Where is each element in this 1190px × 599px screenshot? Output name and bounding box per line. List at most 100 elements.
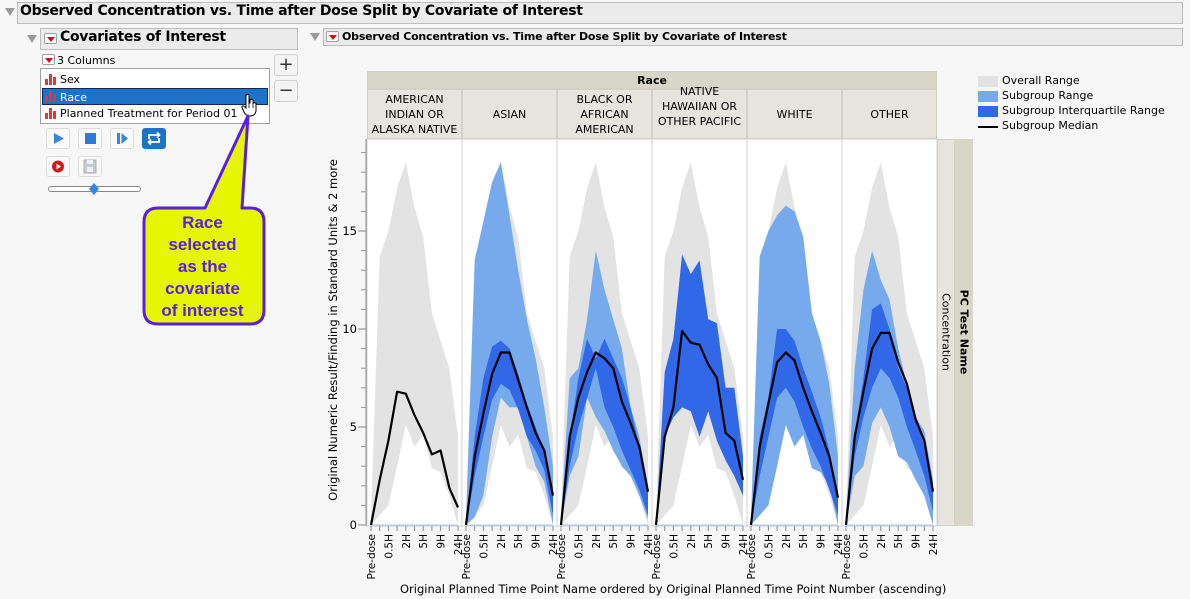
plot-outline-title: Observed Concentration vs. Time after Do… (342, 30, 787, 43)
y-tick-label: 10 (342, 322, 357, 336)
x-axis-title: Original Planned Time Point Name ordered… (400, 582, 947, 596)
plot-outline-header (323, 28, 1183, 46)
panel-header: BLACK OR AFRICAN AMERICAN (557, 89, 652, 139)
panel-header-label: BLACK OR AFRICAN AMERICAN (575, 92, 634, 136)
loop-button[interactable] (142, 128, 166, 149)
covariates-menu-icon[interactable] (44, 33, 57, 44)
x-tick-label: 24H (928, 534, 940, 555)
x-tick-label: 9H (436, 534, 448, 549)
nominal-column-icon (45, 108, 57, 119)
stop-icon (85, 133, 96, 144)
legend-label: Subgroup Interquartile Range (1002, 104, 1165, 117)
x-tick-label: 9H (816, 534, 828, 549)
subgroup-median-line (749, 351, 840, 526)
overall-range-area (371, 162, 458, 525)
subgroup-median-line (464, 351, 555, 526)
x-tick-label: 9H (626, 534, 638, 549)
covariates-title: Covariates of Interest (60, 29, 226, 45)
callout-bubble (142, 114, 266, 326)
legend-swatch (978, 76, 998, 87)
subgroup-range-area (846, 250, 933, 525)
x-tick-label: 0.5H (763, 534, 775, 559)
save-button[interactable] (78, 156, 102, 177)
legend-swatch (978, 91, 998, 102)
remove-column-button[interactable]: − (274, 80, 298, 102)
subgroup-median-line (369, 390, 460, 526)
x-tick-label: 5H (608, 534, 620, 549)
x-tick-label: Pre-dose (841, 534, 853, 580)
x-tick-label: 5H (798, 534, 810, 549)
x-tick-label: 5H (418, 534, 430, 549)
callout-text: Race selected as the covariate of intere… (161, 213, 244, 320)
covariate-listbox[interactable]: Sex Race Planned Treatment for Period 01 (40, 68, 270, 124)
x-tick-label: Pre-dose (366, 534, 378, 580)
subgroup-iqr-area (466, 340, 553, 525)
record-button[interactable] (46, 156, 70, 177)
legend-swatch (978, 126, 998, 128)
main-outline-header (17, 2, 1183, 24)
panel-header: OTHER (842, 89, 937, 139)
panel-header: WHITE (747, 89, 842, 139)
panel-header-label: WHITE (776, 107, 813, 121)
collapse-covariates-icon[interactable] (27, 35, 37, 43)
collapse-plot-icon[interactable] (310, 33, 320, 41)
x-tick-label: 5H (703, 534, 715, 549)
x-tick-label: 2H (591, 534, 603, 549)
columns-count-label: 3 Columns (57, 54, 116, 67)
panel-header-label: NATIVE HAWAIIAN OR OTHER PACIFIC ... (657, 85, 742, 143)
x-tick-label: 0.5H (668, 534, 680, 559)
list-item-sex[interactable]: Sex (42, 71, 268, 88)
legend-label: Subgroup Range (1002, 89, 1094, 102)
x-tick-label: 24H (643, 534, 655, 555)
plot-menu-icon[interactable] (326, 31, 339, 42)
x-tick-label: 0.5H (858, 534, 870, 559)
subgroup-median-line (844, 331, 935, 526)
x-tick-label: 24H (453, 534, 465, 555)
stop-button[interactable] (78, 128, 102, 149)
x-tick-label: 9H (911, 534, 923, 549)
x-tick-label: Pre-dose (746, 534, 758, 580)
x-tick-label: 2H (686, 534, 698, 549)
main-outline-title: Observed Concentration vs. Time after Do… (20, 3, 583, 19)
covariates-outline-header (40, 28, 298, 50)
x-tick-label: 24H (738, 534, 750, 555)
x-tick-label: 5H (893, 534, 905, 549)
x-tick-label: 0.5H (383, 534, 395, 559)
x-tick-label: 9H (531, 534, 543, 549)
panel-header: NATIVE HAWAIIAN OR OTHER PACIFIC ... (652, 85, 747, 143)
x-tick-label: 0.5H (478, 534, 490, 559)
list-item-planned-treatment[interactable]: Planned Treatment for Period 01 (42, 105, 268, 122)
add-column-button[interactable]: + (274, 54, 298, 76)
legend-label: Overall Range (1002, 74, 1080, 87)
subgroup-median-line (654, 329, 745, 526)
collapse-main-icon[interactable] (5, 8, 15, 16)
x-tick-label: 2H (401, 534, 413, 549)
record-icon (52, 160, 64, 173)
x-tick-label: Pre-dose (651, 534, 663, 580)
panel-header-label: OTHER (870, 107, 909, 121)
step-forward-icon (117, 133, 128, 144)
columns-menu-icon[interactable] (42, 54, 55, 65)
panel-header-label: AMERICAN INDIAN OR ALASKA NATIVE (371, 92, 458, 136)
y-tick-label: 5 (350, 420, 357, 434)
play-button[interactable] (46, 128, 70, 149)
subgroup-iqr-area (846, 303, 933, 525)
panel-header-label: ASIAN (492, 107, 527, 121)
x-tick-label: 2H (496, 534, 508, 549)
y-axis-title: Original Numeric Result/Finding in Stand… (326, 159, 340, 501)
row-strip-title (955, 139, 973, 526)
legend-swatch (978, 106, 998, 117)
x-tick-label: 24H (548, 534, 560, 555)
x-tick-label: Pre-dose (556, 534, 568, 580)
loop-icon (147, 131, 161, 146)
step-button[interactable] (110, 128, 134, 149)
list-item-race[interactable]: Race (42, 88, 268, 105)
group-header-race: Race (367, 71, 937, 89)
nominal-column-icon (45, 74, 57, 85)
subgroup-median-line (559, 351, 650, 526)
legend-label: Subgroup Median (1002, 119, 1099, 132)
save-icon (83, 159, 97, 174)
slider-thumb[interactable] (89, 183, 99, 195)
subgroup-iqr-area (656, 254, 743, 525)
